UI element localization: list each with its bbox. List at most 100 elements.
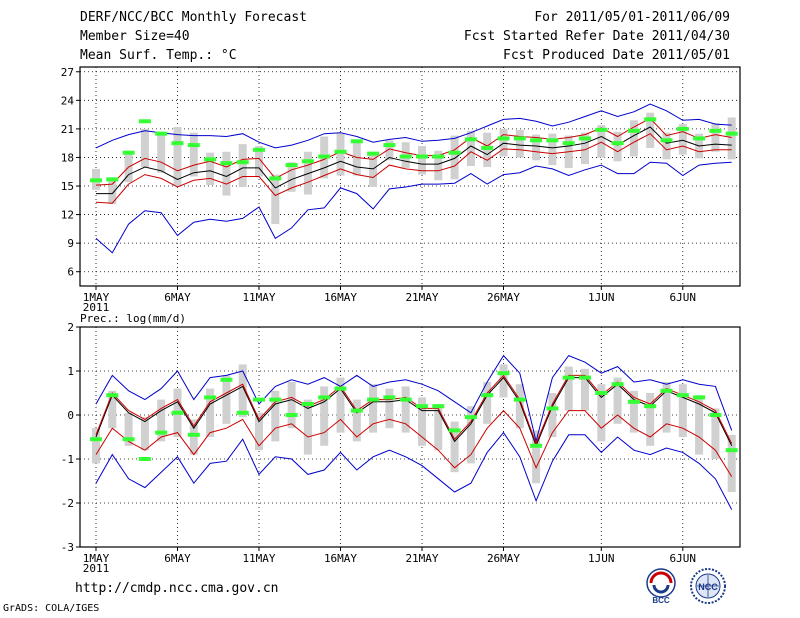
ensemble-box: [581, 368, 589, 411]
obs-dash: [579, 136, 591, 141]
ensemble-box: [352, 399, 361, 442]
header-left: DERF/NCC/BCC Monthly Forecast Member Siz…: [80, 10, 307, 67]
chart-title: DERF/NCC/BCC Monthly Forecast: [80, 10, 307, 25]
y-tick-label: 21: [61, 123, 74, 136]
ensemble-box: [108, 390, 117, 429]
ensemble-box: [646, 393, 655, 446]
obs-dash: [432, 154, 445, 159]
ensemble-box: [548, 393, 557, 437]
series-line-min: [95, 431, 733, 510]
ensemble-box: [336, 132, 345, 176]
ensemble-box: [613, 377, 622, 424]
ensemble-box: [532, 134, 541, 161]
obs-dash: [530, 138, 543, 143]
obs-dash: [138, 457, 151, 461]
series-line-p90: [95, 117, 732, 186]
obs-dash: [106, 177, 119, 182]
obs-dash: [269, 176, 282, 181]
obs-dash: [220, 377, 233, 382]
bcc-logo-text: BCC: [652, 596, 670, 605]
obs-dash: [725, 448, 738, 453]
obs-dash: [122, 437, 135, 442]
series-line-p90: [95, 374, 733, 445]
x-tick-label: 16MAY: [324, 291, 357, 304]
obs-dash: [627, 399, 640, 404]
ensemble-box: [385, 388, 394, 429]
bcc-logo: BCC: [646, 568, 676, 605]
obs-dash: [497, 136, 510, 141]
ensemble-box: [711, 123, 720, 152]
obs-dash: [122, 150, 135, 155]
ncc-logo: NCC: [690, 568, 726, 604]
ensemble-box: [678, 384, 687, 437]
obs-dash: [367, 397, 380, 402]
ensemble-box: [92, 428, 100, 464]
ensemble-box: [434, 150, 443, 181]
series-line-p10: [95, 133, 732, 204]
obs-dash: [90, 178, 102, 183]
obs-dash: [367, 151, 380, 156]
obs-dash: [138, 119, 151, 124]
series-line-p10: [95, 409, 733, 477]
series-line-min: [95, 161, 732, 254]
ensemble-box: [466, 406, 475, 464]
ensemble-box: [548, 133, 557, 166]
series-line-max: [95, 103, 732, 149]
obs-dash: [546, 406, 559, 411]
obs-dash: [513, 397, 526, 402]
y-tick-label: -1: [61, 453, 74, 466]
obs-dash: [334, 149, 347, 154]
panel-title: Prec.: log(mm/d): [80, 312, 186, 325]
obs-dash: [301, 159, 314, 164]
x-tick-label: 26MAY: [487, 291, 520, 304]
x-tick-label: 11MAY: [242, 291, 275, 304]
obs-dash: [676, 126, 689, 131]
obs-dash: [644, 117, 657, 122]
source-url[interactable]: http://cmdp.ncc.cma.gov.cn: [75, 581, 279, 596]
y-tick-label: 2: [67, 321, 74, 334]
ensemble-box: [434, 404, 443, 451]
ensemble-box: [532, 430, 541, 484]
obs-dash: [269, 397, 282, 402]
ensemble-box: [352, 142, 361, 176]
ensemble-box: [255, 412, 263, 451]
obs-dash: [187, 432, 200, 437]
x-tick-label: 26MAY: [487, 552, 520, 565]
obs-dash: [285, 413, 298, 417]
ensemble-box: [206, 152, 215, 186]
obs-dash: [725, 131, 738, 136]
obs-dash: [693, 395, 706, 400]
obs-dash: [383, 395, 396, 400]
obs-dash: [383, 143, 396, 148]
plot-frame: [79, 326, 741, 548]
x-tick-label: 6JUN: [670, 291, 697, 304]
obs-dash: [399, 397, 412, 402]
ensemble-box: [255, 146, 263, 177]
x-tick-label: 1JUN: [588, 291, 615, 304]
obs-dash: [464, 415, 477, 420]
obs-dash: [562, 141, 575, 146]
obs-dash: [595, 391, 608, 395]
obs-dash: [448, 428, 461, 433]
variable-label: Mean Surf. Temp.: °C: [80, 48, 237, 63]
ensemble-box: [515, 384, 524, 429]
ensemble-box: [662, 382, 671, 433]
obs-dash: [236, 160, 249, 165]
x-tick-label: 11MAY: [242, 552, 275, 565]
series-line-mean: [96, 126, 732, 195]
ensemble-box: [303, 399, 312, 455]
grads-credit: GrADS: COLA/IGES: [3, 603, 100, 614]
obs-dash: [171, 141, 184, 146]
ensemble-box: [466, 130, 475, 167]
ensemble-box: [711, 408, 720, 459]
ensemble-box: [369, 153, 378, 187]
ncc-logo-text: NCC: [698, 582, 718, 592]
ensemble-box: [515, 129, 524, 158]
refer-date: Fcst Started Refer Date 2011/04/30: [463, 29, 730, 44]
ensemble-box: [450, 421, 459, 473]
obs-dash: [481, 393, 494, 398]
y-tick-label: 27: [61, 66, 74, 79]
ensemble-box: [727, 434, 736, 492]
ensemble-box: [418, 397, 426, 446]
